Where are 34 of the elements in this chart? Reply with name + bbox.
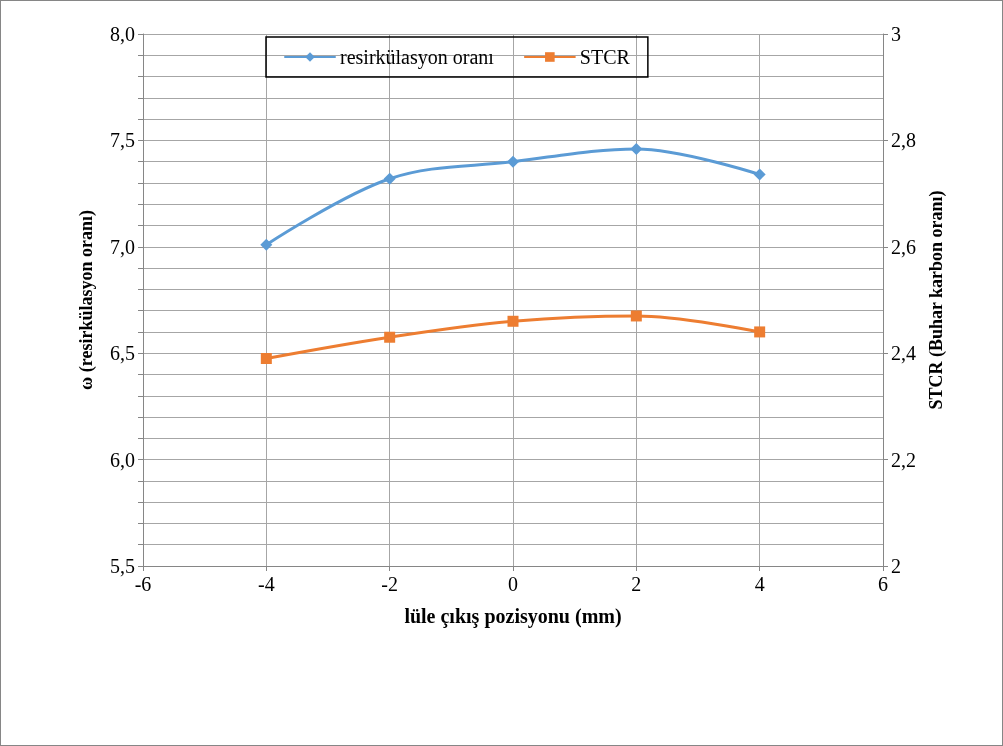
point bbox=[630, 310, 642, 322]
x-tick-label: -2 bbox=[381, 573, 398, 595]
point bbox=[630, 142, 643, 155]
y-axis-title: ω (resirkülasyon oranı) bbox=[76, 210, 97, 390]
y-tick-label: 7,5 bbox=[110, 129, 135, 152]
y2-tick-label: 2 bbox=[891, 555, 901, 577]
point bbox=[753, 168, 766, 181]
y-tick-label: 8,0 bbox=[110, 23, 135, 45]
x-tick-label: 2 bbox=[631, 573, 642, 595]
y-tick-label: 6,5 bbox=[110, 342, 135, 365]
point bbox=[507, 315, 519, 327]
y-tick-label: 6,0 bbox=[110, 448, 135, 471]
y-tick-label: 5,5 bbox=[110, 555, 135, 577]
point bbox=[754, 326, 766, 338]
x-tick-label: 6 bbox=[878, 573, 888, 595]
point bbox=[383, 172, 396, 185]
x-tick-label: 4 bbox=[754, 573, 765, 595]
y2-tick-label: 2,2 bbox=[891, 448, 916, 471]
point bbox=[260, 353, 272, 365]
point bbox=[507, 155, 519, 168]
legend-label: resirkülasyon oranı bbox=[340, 46, 495, 69]
legend-label: STCR bbox=[579, 46, 631, 68]
x-tick-label: 0 bbox=[508, 573, 518, 595]
point bbox=[384, 331, 396, 343]
y2-axis-title: STCR (Buhar karbon oranı) bbox=[926, 190, 947, 410]
x-tick-label: -4 bbox=[258, 573, 275, 595]
y2-tick-label: 2,4 bbox=[891, 342, 916, 365]
x-axis-title: lüle çıkış pozisyonu (mm) bbox=[404, 605, 622, 628]
x-tick-label: -6 bbox=[134, 573, 152, 595]
y2-tick-label: 2,8 bbox=[891, 129, 916, 152]
point bbox=[260, 238, 273, 251]
y-tick-label: 7,0 bbox=[110, 235, 135, 258]
y2-tick-label: 3 bbox=[891, 23, 901, 45]
y2-tick-label: 2,6 bbox=[891, 235, 916, 258]
